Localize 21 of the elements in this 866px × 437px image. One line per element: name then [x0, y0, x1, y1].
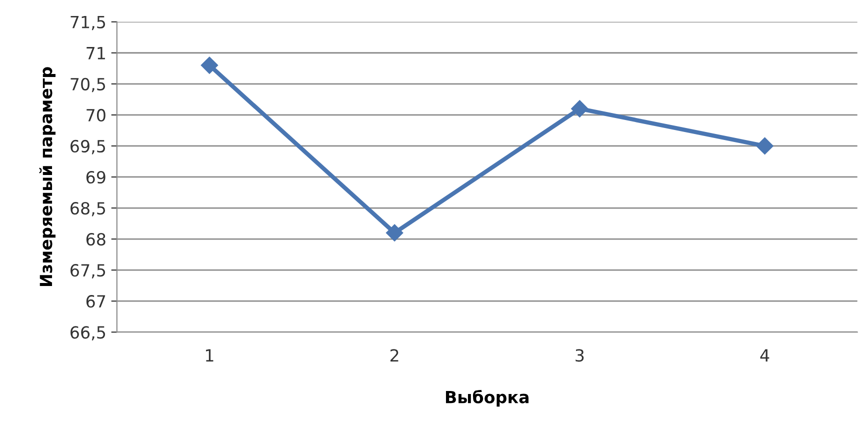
y-tick-label: 69 — [86, 170, 106, 184]
x-tick-label: 4 — [760, 349, 770, 362]
y-tick-label: 67,5 — [70, 264, 106, 278]
y-axis-title: Измеряемый параметр — [39, 67, 56, 286]
y-tick-label: 68 — [86, 233, 106, 246]
x-axis-title: Выборка — [446, 390, 528, 407]
y-tick-label: 71 — [86, 47, 105, 60]
y-tick-label: 66,5 — [70, 326, 106, 340]
point — [200, 56, 218, 74]
point — [756, 137, 774, 155]
y-tick-label: 68,5 — [70, 202, 106, 216]
x-tick-label: 3 — [576, 349, 584, 362]
y-tick-label: 67 — [86, 295, 106, 308]
x-tick-label: 2 — [390, 349, 398, 362]
y-tick-label: 69,5 — [70, 140, 106, 154]
y-tick-label: 70,5 — [70, 78, 106, 92]
x-tick-label: 1 — [206, 349, 214, 362]
point — [571, 100, 588, 118]
y-tick-label: 70 — [86, 108, 106, 122]
y-tick-label: 71,5 — [70, 16, 106, 30]
point — [386, 224, 404, 242]
